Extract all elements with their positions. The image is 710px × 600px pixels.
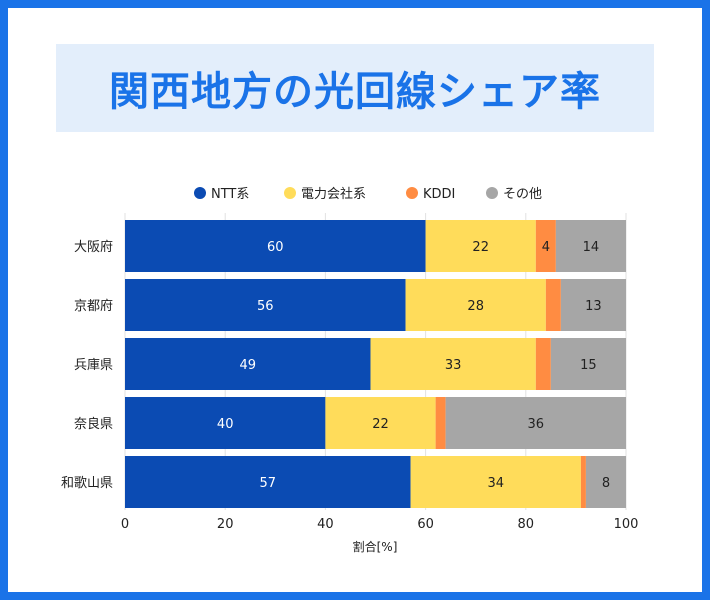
bar-value-label-1-4: 14 — [583, 240, 600, 255]
bar-segment-3-2 — [370, 338, 536, 390]
legend-marker-1 — [194, 187, 206, 199]
bar-segment-3-4 — [550, 338, 626, 390]
bar-segment-2-2 — [405, 279, 546, 331]
bar-segment-4-1 — [125, 397, 326, 449]
x-tick-label-20: 20 — [217, 517, 234, 532]
legend-marker-2 — [284, 187, 296, 199]
bar-segment-5-2 — [410, 456, 581, 508]
x-tick-label-60: 60 — [417, 517, 434, 532]
bar-segment-1-2 — [425, 220, 536, 272]
bar-value-label-2-2: 28 — [467, 299, 484, 314]
legend-label-2: 電力会社系 — [301, 186, 366, 202]
bar-segment-5-4 — [585, 456, 626, 508]
bar-value-label-1-3: 4 — [542, 240, 550, 255]
category-label-5: 和歌山県 — [61, 476, 113, 491]
bar-segment-3-1 — [125, 338, 371, 390]
legend: NTT系 電力会社系 KDDI その他 — [194, 186, 542, 202]
x-tick-label-40: 40 — [317, 517, 334, 532]
bar-segment-2-4 — [560, 279, 626, 331]
x-tick-label-100: 100 — [614, 517, 639, 532]
chart-title: 関西地方の光回線シェア率 — [109, 69, 601, 115]
legend-label-3: KDDI — [423, 187, 455, 202]
bar-value-label-3-4: 15 — [580, 358, 597, 373]
title-banner: 関西地方の光回線シェア率 — [56, 44, 654, 132]
bar-segment-2-1 — [125, 279, 406, 331]
category-label-4: 奈良県 — [74, 416, 113, 432]
bar-segment-1-1 — [125, 220, 426, 272]
x-tick-label-80: 80 — [518, 517, 535, 532]
bar-value-label-4-4: 36 — [528, 417, 545, 432]
bar-segment-4-4 — [445, 397, 626, 449]
x-axis-title: 割合[%] — [353, 539, 398, 554]
x-tick-labels: 0 20 40 60 80 100 — [121, 517, 639, 532]
legend-label-4: その他 — [503, 187, 542, 202]
bar-value-label-5-4: 8 — [602, 476, 610, 491]
bar-segment-2-3 — [545, 279, 561, 331]
bar-value-label-5-2: 34 — [487, 476, 504, 491]
bar-segment-1-3 — [535, 220, 556, 272]
bar-segment-5-3 — [580, 456, 586, 508]
legend-marker-4 — [486, 187, 498, 199]
bar-value-label-3-2: 33 — [445, 358, 462, 373]
category-label-2: 京都府 — [74, 299, 113, 314]
bar-value-label-2-1: 56 — [257, 299, 274, 314]
category-label-1: 大阪府 — [74, 240, 113, 255]
bar-segment-3-3 — [535, 338, 551, 390]
category-label-3: 兵庫県 — [74, 358, 113, 373]
bar-value-label-4-2: 22 — [372, 417, 389, 432]
bar-segment-4-2 — [325, 397, 436, 449]
bar-value-label-5-1: 57 — [260, 476, 277, 491]
legend-marker-3 — [406, 187, 418, 199]
bar-segment-1-4 — [555, 220, 626, 272]
legend-label-1: NTT系 — [211, 187, 249, 202]
bar-value-labels: 60 22 4 14 56 28 13 49 33 15 40 22 36 57 34 8 — [217, 240, 610, 491]
bar-segment-5-1 — [125, 456, 411, 508]
bar-value-label-3-1: 49 — [239, 358, 256, 373]
bar-segment-4-3 — [435, 397, 446, 449]
bar-value-label-1-1: 60 — [267, 240, 284, 255]
x-tick-label-0: 0 — [121, 517, 129, 532]
bar-value-label-1-2: 22 — [472, 240, 489, 255]
bar-value-label-2-4: 13 — [585, 299, 602, 314]
bar-value-label-4-1: 40 — [217, 417, 234, 432]
bar-area — [125, 220, 626, 508]
